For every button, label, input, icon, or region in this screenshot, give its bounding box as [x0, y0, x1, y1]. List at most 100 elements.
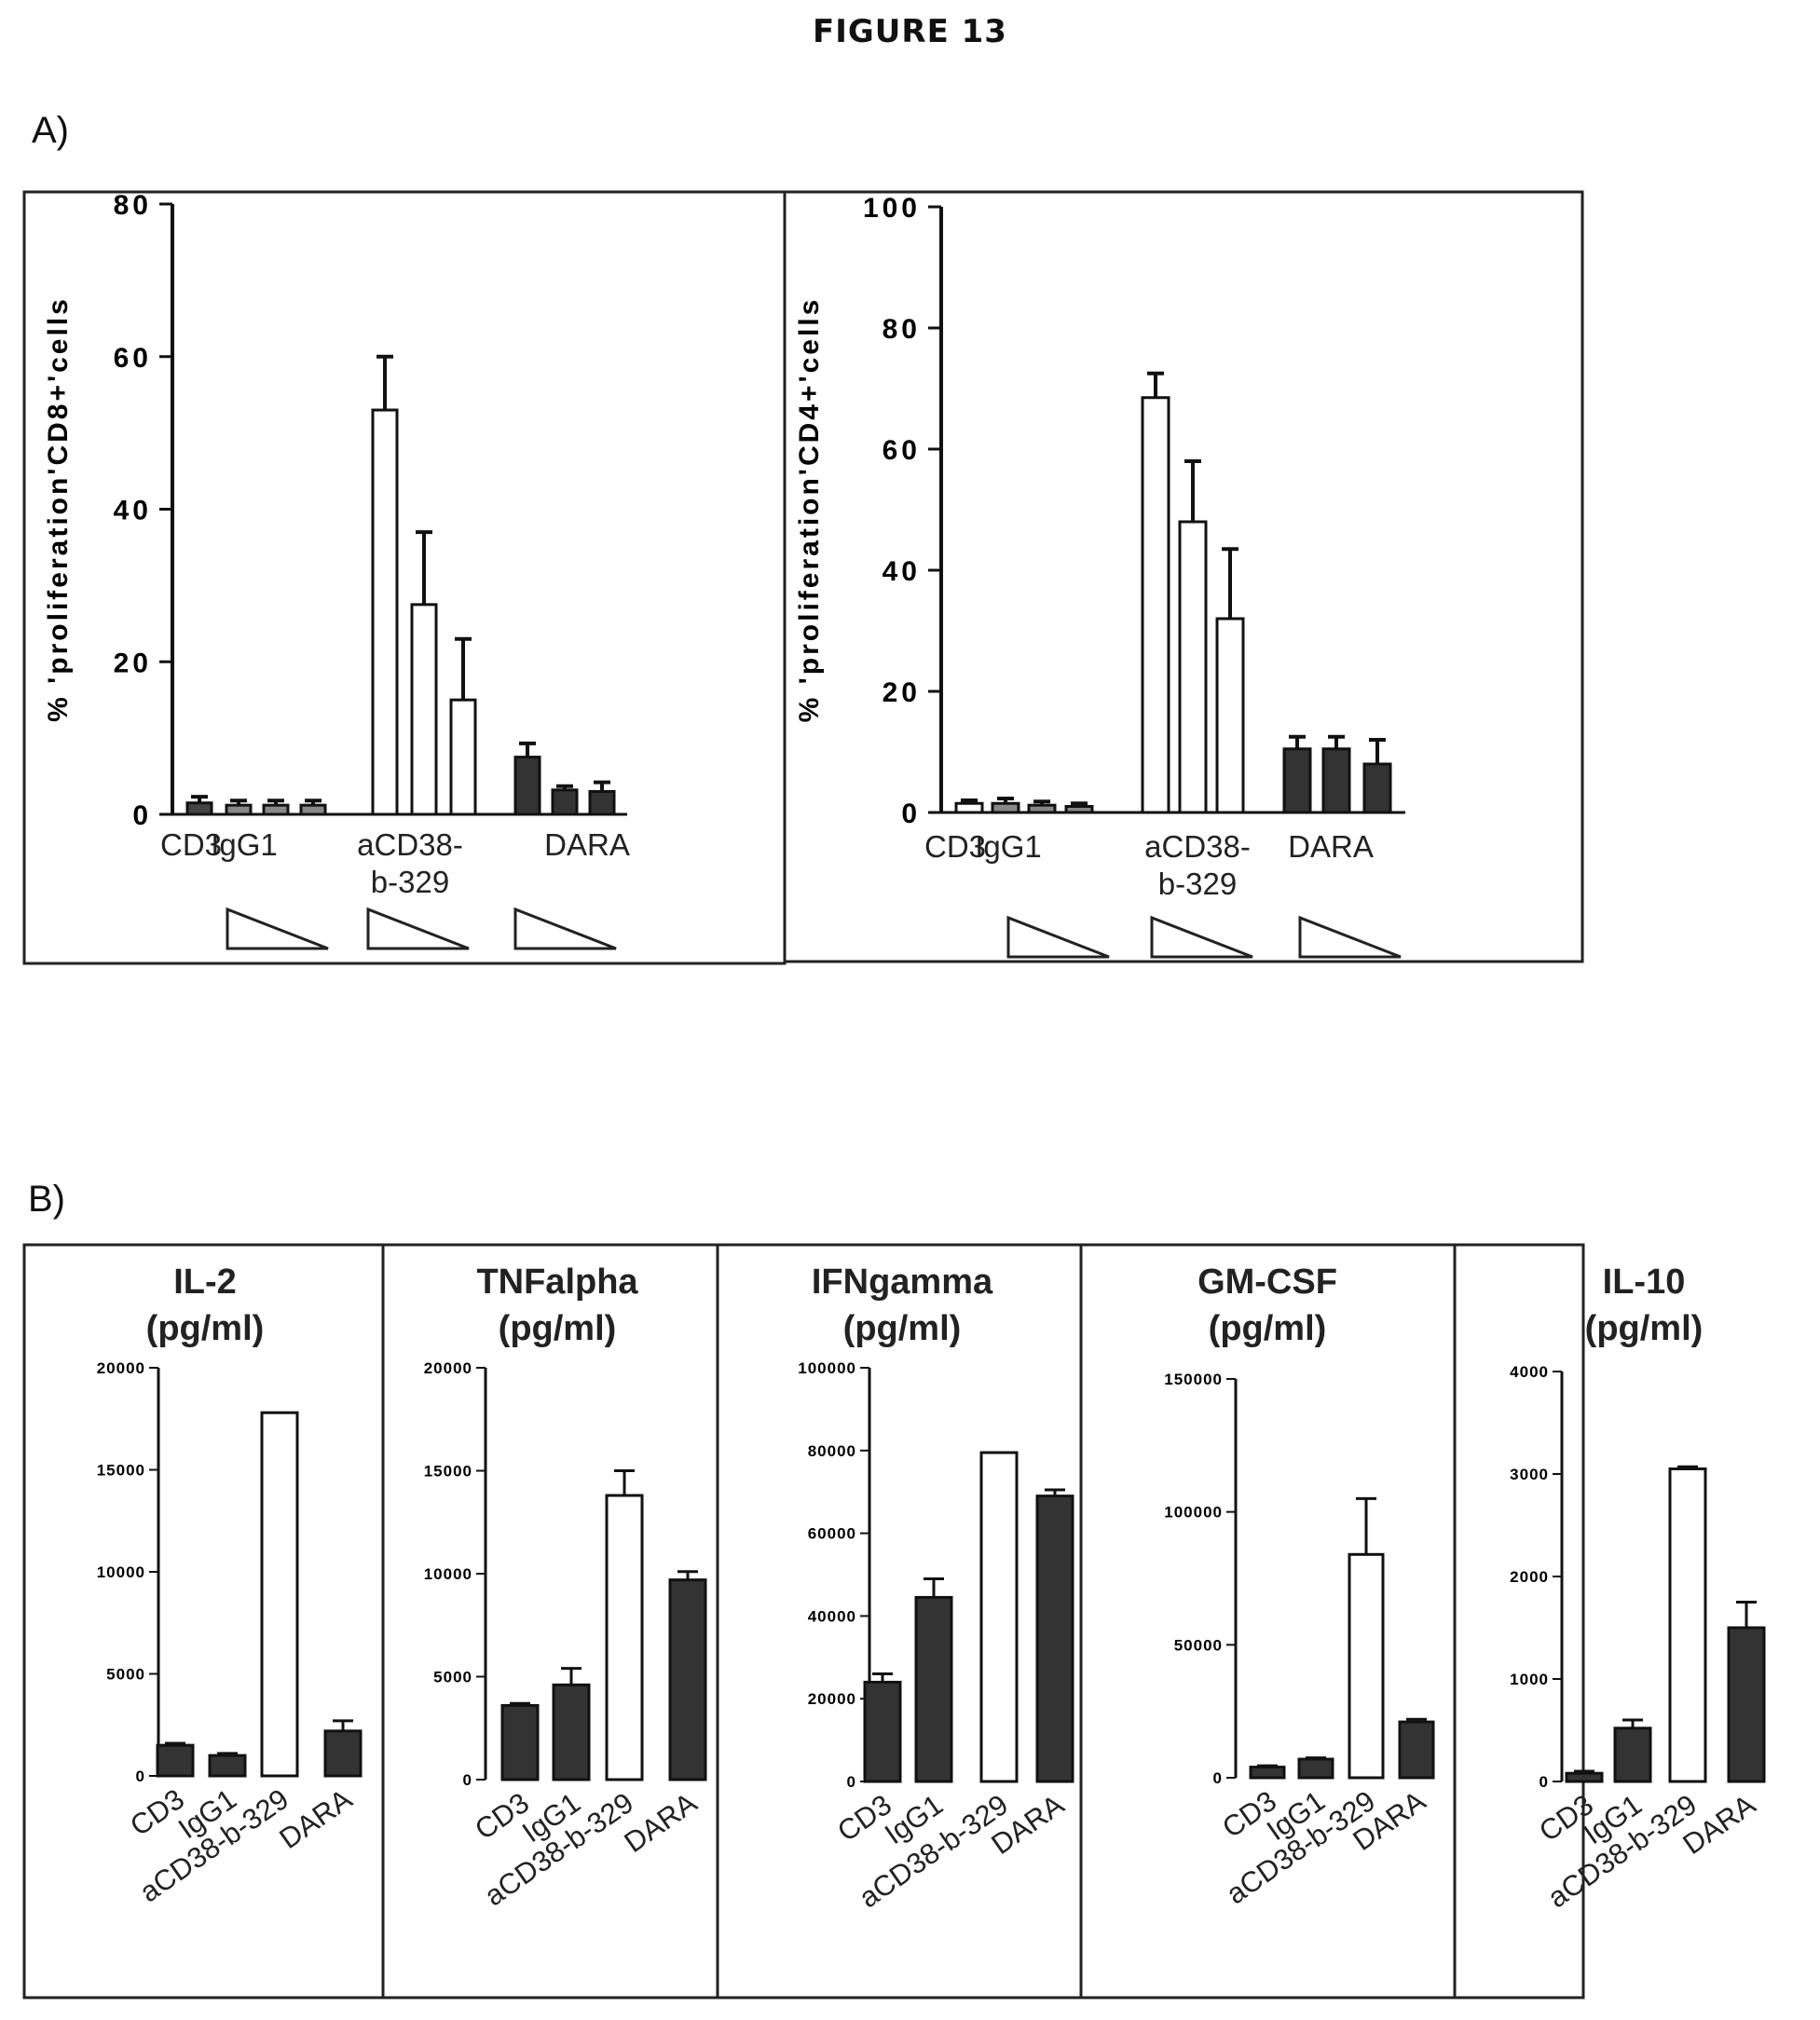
il10-chart-y-tick-label: 0 [1539, 1773, 1549, 1791]
ifngamma-chart-bar [863, 1680, 902, 1783]
cd8-chart-y-tick-label: 0 [132, 800, 152, 831]
ifngamma-chart-bar [1035, 1495, 1074, 1783]
cd4-chart-dose-triangle [1150, 915, 1253, 959]
cd8-chart-bar [262, 803, 290, 816]
cd8-chart-bar [371, 408, 399, 816]
cd8-chart-bar [513, 756, 541, 816]
panel-a-right-frame [783, 190, 1584, 963]
cd4-chart-y-tick-label: 60 [883, 435, 921, 466]
gmcsf-chart-y-tick-label: 100000 [1164, 1504, 1223, 1522]
cd8-chart-group-label: DARA [544, 827, 630, 862]
cd4-chart-y-tick-label: 0 [901, 798, 921, 829]
il10-chart-bar [1668, 1467, 1707, 1783]
cd4-chart-bar [1362, 762, 1392, 814]
cd4-chart-y-tick-label: 100 [863, 193, 921, 224]
cd4-chart-bar [1141, 396, 1170, 814]
cd8-chart-bar [551, 788, 579, 816]
cd4-chart-group-label: aCD38-b-329 [1144, 829, 1251, 901]
tnfalpha-chart-y-tick-label: 20000 [424, 1359, 472, 1377]
gmcsf-chart-y-tick-label: 0 [1213, 1769, 1223, 1787]
gmcsf-chart-bar [1348, 1552, 1385, 1780]
cd4-chart-dose-triangle [1298, 915, 1402, 959]
tnfalpha-chart-y-tick-label: 5000 [433, 1669, 472, 1686]
il2-chart-bar [323, 1729, 363, 1778]
ifngamma-chart-y-tick-label: 40000 [808, 1607, 856, 1625]
tnfalpha-chart-y-tick-label: 10000 [424, 1565, 472, 1583]
figure-title: FIGURE 13 [813, 13, 1007, 50]
ifngamma-chart-y-tick-label: 100000 [798, 1359, 856, 1377]
cd8-chart-y-tick-label: 20 [114, 648, 152, 678]
il2-chart-y-tick-label: 20000 [97, 1359, 145, 1377]
tnfalpha-chart-title: TNFalpha (pg/ml) [476, 1262, 638, 1348]
panel-b-frame [22, 1243, 1585, 2000]
gmcsf-chart-title: GM-CSF (pg/ml) [1197, 1262, 1337, 1348]
il2-chart-category-label: DARA [273, 1782, 358, 1855]
gmcsf-chart-y-tick-label: 50000 [1174, 1636, 1223, 1654]
il10-chart-bar [1613, 1727, 1652, 1783]
ifngamma-chart-y-tick-label: 20000 [808, 1690, 856, 1708]
cd4-chart-bar [1064, 805, 1094, 814]
cd4-chart-bar [1178, 520, 1208, 814]
il10-chart-y-tick-label: 2000 [1510, 1568, 1549, 1586]
cd8-chart-bar [588, 789, 616, 816]
tnfalpha-chart-y-tick-label: 15000 [424, 1463, 472, 1481]
gmcsf-chart-bar [1297, 1757, 1334, 1780]
cd8-chart-bar [299, 803, 327, 816]
cd8-chart-dose-triangle [513, 907, 617, 950]
panel-label-b: B) [28, 1179, 65, 1220]
cd4-chart-bar [1215, 617, 1245, 814]
panel-label-a: A) [32, 110, 69, 151]
il2-chart-bar [208, 1754, 247, 1778]
cd4-chart-group-label: CD3 [924, 829, 986, 864]
cd4-chart-group-label: DARA [1288, 829, 1374, 864]
il10-chart-title: IL-10 (pg/ml) [1585, 1262, 1704, 1348]
il2-chart-title: IL-2 (pg/ml) [146, 1262, 265, 1348]
cd8-chart-y-tick-label: 40 [114, 496, 152, 526]
cd8-chart-dose-triangle [226, 907, 329, 950]
cd4-chart-group-label: IgG1 [975, 829, 1042, 864]
gmcsf-chart-y-tick-label: 150000 [1164, 1371, 1223, 1388]
tnfalpha-chart-bar [605, 1494, 644, 1781]
tnfalpha-chart-category-label: DARA [618, 1786, 703, 1859]
il10-chart-y-tick-label: 1000 [1510, 1671, 1549, 1688]
cd4-chart-y-label: % 'proliferation'CD4+'cells [794, 297, 825, 723]
il2-chart-bar [260, 1411, 299, 1778]
gmcsf-chart-bar [1249, 1766, 1286, 1780]
ifngamma-chart-y-tick-label: 0 [847, 1773, 856, 1791]
cd8-chart-bar [449, 698, 477, 816]
ifngamma-chart-bar [914, 1595, 953, 1783]
ifngamma-chart-title: IFNgamma (pg/ml) [812, 1262, 993, 1348]
cd8-chart-bar [410, 603, 438, 816]
cd8-chart-group-label: IgG1 [211, 827, 278, 862]
gmcsf-chart-bar [1398, 1720, 1435, 1780]
ifngamma-chart-y-tick-label: 60000 [808, 1525, 856, 1543]
tnfalpha-chart-bar [552, 1683, 591, 1781]
cd8-chart-y-tick-label: 60 [114, 343, 152, 374]
il10-chart-bar [1565, 1771, 1604, 1783]
cd4-chart-bar [954, 801, 984, 814]
cd4-chart-y-tick-label: 80 [883, 314, 921, 345]
il2-chart-y-tick-label: 5000 [106, 1666, 145, 1684]
cd4-chart-bar [1321, 747, 1351, 814]
cd8-chart-bar [225, 803, 253, 816]
tnfalpha-chart-bar [500, 1703, 540, 1781]
cd8-chart-y-label: % 'proliferation'CD8+'cells [43, 296, 74, 722]
il2-chart-bar [156, 1743, 195, 1778]
cd8-chart-bar [185, 801, 213, 816]
il2-chart-y-tick-label: 0 [136, 1768, 145, 1785]
tnfalpha-chart-y-tick-label: 0 [463, 1771, 472, 1789]
il2-chart-y-tick-label: 15000 [97, 1462, 145, 1480]
cd8-chart-dose-triangle [366, 907, 470, 950]
il10-chart-y-tick-label: 4000 [1510, 1363, 1549, 1381]
cd4-chart-bar [1282, 747, 1312, 814]
ifngamma-chart-y-tick-label: 80000 [808, 1442, 856, 1460]
cd8-chart-y-tick-label: 80 [114, 190, 152, 221]
il2-chart-y-tick-label: 10000 [97, 1563, 145, 1581]
il10-chart-y-tick-label: 3000 [1510, 1466, 1549, 1483]
cd4-chart-y-tick-label: 40 [883, 556, 921, 587]
ifngamma-chart-bar [979, 1451, 1019, 1783]
cd4-chart-dose-triangle [1006, 915, 1110, 959]
tnfalpha-chart-bar [668, 1578, 707, 1781]
cd8-chart-group-label: CD3 [160, 827, 222, 862]
